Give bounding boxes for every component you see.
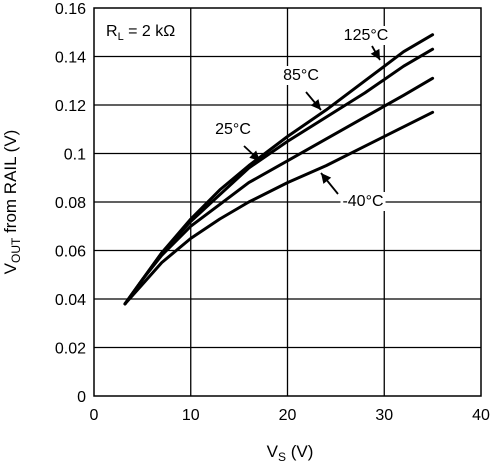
x-axis-label-subscript: S bbox=[278, 450, 286, 464]
y-tick-label: 0 bbox=[77, 389, 86, 406]
series-label-background bbox=[213, 120, 253, 139]
series-arrowhead bbox=[321, 173, 332, 184]
y-axis-label-main: V bbox=[1, 262, 20, 274]
series-label: -40°C bbox=[342, 193, 383, 210]
x-axis-label-main: V bbox=[267, 442, 279, 461]
x-tick-labels: 0 10 20 30 40 bbox=[90, 407, 490, 424]
series-arrowhead bbox=[310, 99, 321, 110]
x-axis-label-unit: (V) bbox=[286, 442, 313, 461]
y-tick-label: 0.16 bbox=[55, 1, 86, 18]
series-annotations: 125°C 85°C 25°C -40°C bbox=[213, 26, 391, 211]
series-label: 125°C bbox=[344, 27, 389, 44]
y-tick-label: 0.08 bbox=[55, 195, 86, 212]
y-tick-label: 0.12 bbox=[55, 98, 86, 115]
series-line-3 bbox=[123, 110, 435, 306]
series-line-1 bbox=[123, 47, 435, 306]
x-axis-label: VS (V) bbox=[267, 442, 314, 464]
x-tick-label: 10 bbox=[182, 407, 200, 424]
series-line-0 bbox=[123, 33, 435, 306]
series-arrowhead bbox=[249, 150, 260, 161]
x-tick-label: 30 bbox=[375, 407, 393, 424]
y-axis-label-rest: from RAIL (V) bbox=[1, 130, 20, 238]
series-lines bbox=[123, 33, 435, 306]
y-axis-label-subscript: OUT bbox=[9, 237, 23, 263]
series-label-background bbox=[281, 66, 321, 85]
x-tick-label: 0 bbox=[90, 407, 99, 424]
series-label: 25°C bbox=[215, 121, 251, 138]
y-tick-labels: 0 0.02 0.04 0.06 0.08 0.1 0.12 0.14 0.16 bbox=[55, 1, 86, 406]
plot-frame bbox=[93, 7, 482, 397]
y-tick-label: 0.02 bbox=[55, 341, 86, 358]
series-label-background bbox=[340, 192, 386, 211]
y-tick-label: 0.14 bbox=[55, 50, 86, 67]
x-tick-label: 40 bbox=[472, 407, 490, 424]
condition-label: RL = 2 kΩ bbox=[106, 23, 175, 43]
condition-rest: = 2 kΩ bbox=[124, 23, 176, 40]
condition-prefix: R bbox=[106, 23, 118, 40]
y-tick-label: 0.06 bbox=[55, 244, 86, 261]
series-label: 85°C bbox=[283, 67, 319, 84]
series-line-2 bbox=[123, 76, 435, 306]
condition-subscript: L bbox=[118, 31, 124, 43]
y-tick-label: 0.1 bbox=[64, 147, 86, 164]
y-tick-label: 0.04 bbox=[55, 292, 86, 309]
series-arrowhead bbox=[370, 48, 380, 60]
y-axis-label: VOUT from RAIL (V) bbox=[1, 130, 23, 275]
series-label-background bbox=[341, 26, 391, 45]
x-tick-label: 20 bbox=[279, 407, 297, 424]
